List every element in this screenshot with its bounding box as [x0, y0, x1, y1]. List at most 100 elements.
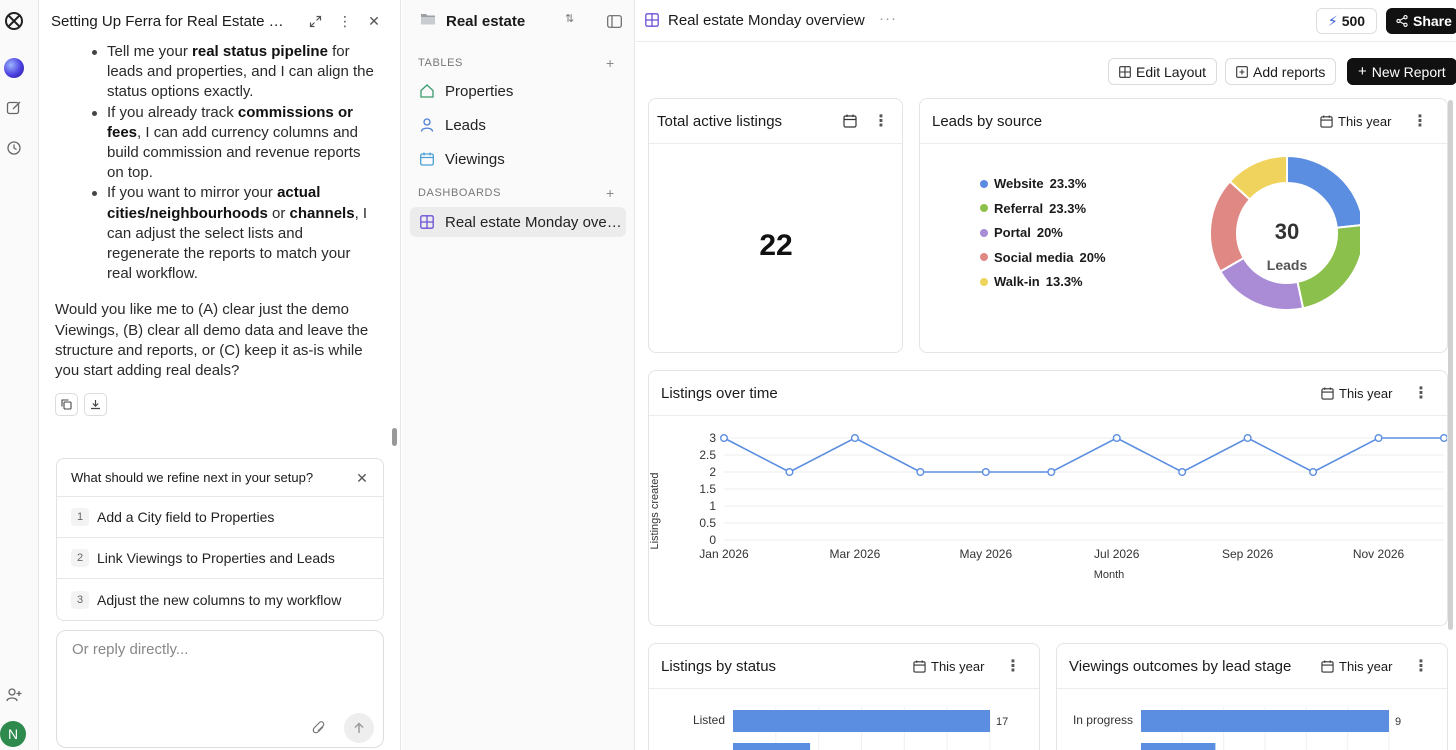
category-label: In progress: [1073, 713, 1133, 727]
sidebar-item-properties[interactable]: Properties: [410, 76, 626, 106]
assistant-orb-icon[interactable]: [3, 57, 25, 79]
card-menu-icon[interactable]: ⋮: [1413, 385, 1429, 402]
y-tick-label: 0.5: [699, 516, 716, 530]
data-point[interactable]: [1178, 468, 1187, 477]
listings-over-time-card: Listings over time This year ⋮ 0 0.5 1 1.5 2…: [648, 370, 1448, 626]
bar[interactable]: [1141, 710, 1389, 732]
suggestion-item[interactable]: 1 Add a City field to Properties: [57, 497, 383, 538]
share-button[interactable]: Share: [1386, 8, 1456, 34]
card-header: Listings by status This year ⋮: [649, 644, 1039, 689]
credits-count: 500: [1341, 13, 1366, 29]
data-point[interactable]: [981, 468, 990, 477]
history-icon[interactable]: [3, 137, 25, 159]
card-menu-icon[interactable]: ⋮: [1005, 658, 1021, 675]
more-horizontal-icon[interactable]: ···: [879, 10, 897, 27]
suggestion-item[interactable]: 3 Adjust the new columns to my workflow: [57, 579, 383, 620]
add-table-icon[interactable]: +: [606, 55, 615, 71]
legend-item[interactable]: Referral 23.3%: [980, 201, 1086, 216]
legend-item[interactable]: Social media 20%: [980, 250, 1106, 265]
close-suggestions-icon[interactable]: ✕: [356, 469, 368, 486]
legend-item[interactable]: Walk-in 13.3%: [980, 274, 1083, 289]
chat-title: Setting Up Ferra for Real Estate Workspa…: [51, 12, 296, 30]
y-axis-title: Listings created: [649, 472, 661, 549]
bold-text: commissions or fees: [107, 103, 353, 141]
data-point[interactable]: [850, 434, 859, 443]
data-point[interactable]: [1243, 434, 1252, 443]
data-point[interactable]: [916, 468, 925, 477]
pie-slice-website[interactable]: [1286, 154, 1360, 229]
add-dashboard-icon[interactable]: +: [606, 185, 615, 201]
suggestion-item[interactable]: 2 Link Viewings to Properties and Leads: [57, 538, 383, 579]
viewings-outcomes-card: Viewings outcomes by lead stage This yea…: [1056, 643, 1448, 750]
y-tick-label: 1: [709, 499, 716, 513]
app-logo-icon[interactable]: [3, 10, 25, 32]
data-point[interactable]: [719, 434, 728, 443]
text: , I can adjust the select lists and rege…: [107, 204, 368, 283]
legend-item[interactable]: Website 23.3%: [980, 176, 1086, 191]
share-icon: [1396, 15, 1408, 27]
copy-icon[interactable]: [55, 393, 78, 416]
user-avatar[interactable]: N: [0, 721, 26, 747]
data-point[interactable]: [1374, 434, 1383, 443]
reply-box: [56, 630, 384, 748]
period-selector[interactable]: This year: [1320, 114, 1391, 129]
sidebar-item-dashboard[interactable]: Real estate Monday overview: [410, 207, 626, 237]
card-menu-icon[interactable]: ⋮: [1413, 658, 1429, 675]
data-point[interactable]: [1440, 434, 1448, 442]
edit-layout-label: Edit Layout: [1136, 63, 1207, 80]
bar[interactable]: [733, 743, 811, 750]
send-button[interactable]: [344, 713, 374, 743]
bar[interactable]: [1141, 743, 1216, 750]
bar[interactable]: [733, 710, 990, 732]
data-point[interactable]: [1047, 468, 1056, 477]
bar-chart: Listed 17: [693, 707, 1008, 750]
text: or: [267, 204, 290, 222]
line-chart: 0 0.5 1 1.5 2 2.5 3 Jan 2026 Mar 2026 May 2026 Jul…: [649, 431, 1448, 581]
invite-user-icon[interactable]: [3, 684, 25, 706]
download-icon[interactable]: [84, 393, 107, 416]
legend-item[interactable]: Portal 20%: [980, 225, 1063, 240]
new-report-button[interactable]: + New Report: [1347, 58, 1456, 85]
legend-value: 23.3%: [1049, 200, 1087, 216]
suggestion-number: 1: [71, 508, 89, 526]
dashboard-topbar: Real estate Monday overview ··· ⚡ 500 Sh…: [636, 0, 1456, 42]
calendar-icon[interactable]: [843, 114, 857, 133]
chat-scrollbar[interactable]: [392, 428, 397, 446]
donut-chart: 30 Leads: [1209, 154, 1360, 311]
dashboard-scrollbar[interactable]: [1448, 100, 1453, 630]
add-reports-button[interactable]: Add reports: [1225, 58, 1337, 85]
sidebar-item-viewings[interactable]: Viewings: [410, 144, 626, 174]
x-tick-label: Jan 2026: [699, 547, 749, 561]
chevron-up-down-icon[interactable]: ⇅: [565, 13, 575, 25]
edit-layout-button[interactable]: Edit Layout: [1108, 58, 1218, 85]
text: If you want to mirror your: [107, 184, 278, 202]
card-title: Total active listings: [657, 113, 783, 130]
data-point[interactable]: [1112, 434, 1121, 443]
sidebar-item-leads[interactable]: Leads: [410, 110, 626, 140]
suggestions-title: What should we refine next in your setup…: [71, 470, 314, 485]
paperclip-icon[interactable]: [309, 718, 329, 738]
workspace-switcher[interactable]: Real estate ⇅: [402, 0, 634, 42]
data-point[interactable]: [1309, 468, 1318, 477]
data-point[interactable]: [785, 468, 794, 477]
plus-icon: +: [1358, 63, 1367, 80]
pie-slice-walk-in[interactable]: [1228, 154, 1288, 201]
chat-more-icon[interactable]: ⋮: [338, 12, 352, 29]
period-selector[interactable]: This year: [1321, 659, 1392, 674]
expand-icon[interactable]: [305, 11, 325, 31]
card-title: Viewings outcomes by lead stage: [1069, 658, 1292, 675]
reply-input[interactable]: [72, 641, 362, 658]
y-tick-label: 3: [709, 431, 716, 445]
period-selector[interactable]: This year: [1321, 386, 1392, 401]
card-menu-icon[interactable]: ⋮: [873, 113, 889, 130]
sidebar-item-label: Properties: [445, 82, 514, 100]
sidebar-toggle-icon[interactable]: [605, 12, 623, 30]
period-selector[interactable]: This year: [913, 659, 984, 674]
credits-badge[interactable]: ⚡ 500: [1316, 8, 1377, 34]
close-icon[interactable]: ✕: [368, 12, 380, 29]
message-closing-paragraph: Would you like me to (A) clear just the …: [55, 301, 369, 380]
legend-label: Website: [994, 176, 1044, 191]
card-menu-icon[interactable]: ⋮: [1412, 113, 1428, 130]
sidebar-item-label: Viewings: [445, 150, 505, 168]
compose-icon[interactable]: [3, 97, 25, 119]
